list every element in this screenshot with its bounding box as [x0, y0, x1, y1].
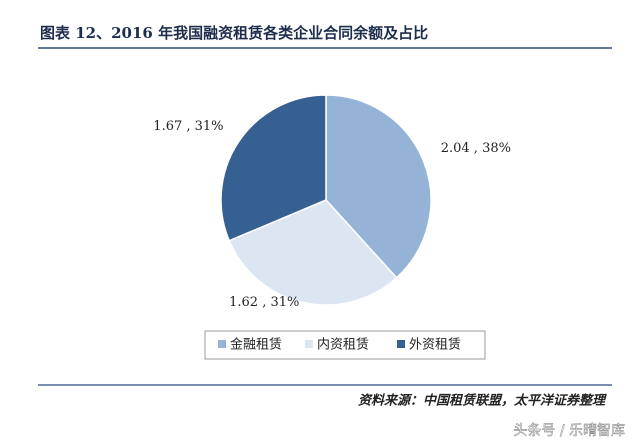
source: 资料来源：中国租赁联盟，太平洋证券整理 [358, 393, 607, 409]
legend-swatch [218, 340, 226, 348]
data-label: 1.62 , 31% [229, 295, 299, 310]
legend-label: 外资租赁 [409, 338, 461, 353]
legend-box [204, 330, 486, 360]
pie-slice [228, 199, 398, 306]
chart-title: 图表 12、2016 年我国融资租赁各类企业合同余额及占比 [40, 24, 428, 42]
data-label: 1.67 , 31% [153, 119, 223, 134]
legend-swatch [397, 340, 405, 348]
data-label: 2.04 , 38% [441, 141, 511, 156]
legend-label: 金融租赁 [230, 337, 282, 353]
pie-slice [325, 94, 432, 279]
legend-swatch [305, 340, 313, 348]
pie-slice [220, 94, 327, 242]
legend-label: 内资租赁 [317, 337, 369, 353]
watermark: 头条号 / 乐晴智库 [513, 422, 625, 439]
